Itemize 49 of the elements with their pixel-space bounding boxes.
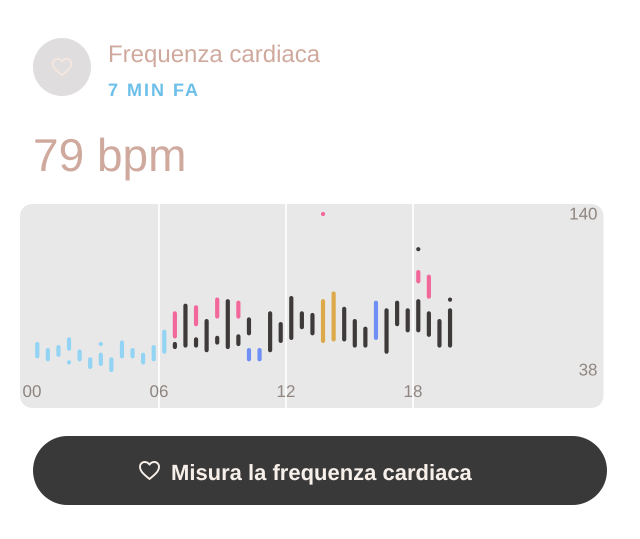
bar (426, 311, 431, 337)
bar (374, 300, 378, 340)
bar (310, 312, 315, 336)
x-tick-label: 06 (150, 382, 168, 401)
bar (300, 311, 304, 330)
y-tick-label: 140 (569, 204, 598, 224)
bar (352, 318, 357, 348)
bar (437, 318, 442, 348)
text: 79 bpm (33, 129, 186, 181)
bar (278, 322, 283, 344)
bar (226, 299, 230, 350)
y-tick-label: 38 (578, 360, 598, 380)
bar (109, 357, 114, 372)
bar (448, 308, 452, 348)
bar (98, 352, 103, 366)
bar (204, 318, 209, 352)
bar (342, 306, 346, 342)
chart-subtitle: 7 MIN FA (108, 80, 200, 100)
bar (416, 270, 420, 284)
bar (88, 357, 92, 370)
bar (395, 300, 400, 326)
bar (416, 299, 420, 332)
bar (384, 308, 389, 354)
bar (426, 274, 431, 299)
bar (257, 348, 262, 362)
x-tick-label: 12 (276, 382, 296, 401)
bar (246, 317, 252, 336)
bar (236, 300, 240, 319)
text: Misura la frequenza cardiaca (171, 460, 473, 485)
bar (35, 342, 40, 358)
bar (406, 308, 410, 332)
bar (289, 296, 294, 340)
bar (363, 326, 368, 348)
bar (268, 311, 272, 352)
x-tick-label: 00 (22, 382, 42, 401)
bar (46, 348, 50, 362)
bar (246, 348, 252, 362)
bar (172, 311, 177, 338)
bar (120, 340, 124, 358)
chart-title: Frequenza cardiaca (108, 41, 321, 68)
bar (332, 291, 336, 342)
bar (215, 336, 220, 345)
bar (194, 305, 198, 326)
bar (162, 330, 166, 354)
bar (320, 299, 326, 344)
bar (183, 304, 188, 348)
bar (152, 344, 156, 362)
bar (215, 298, 220, 319)
x-tick-label: 18 (404, 382, 422, 401)
